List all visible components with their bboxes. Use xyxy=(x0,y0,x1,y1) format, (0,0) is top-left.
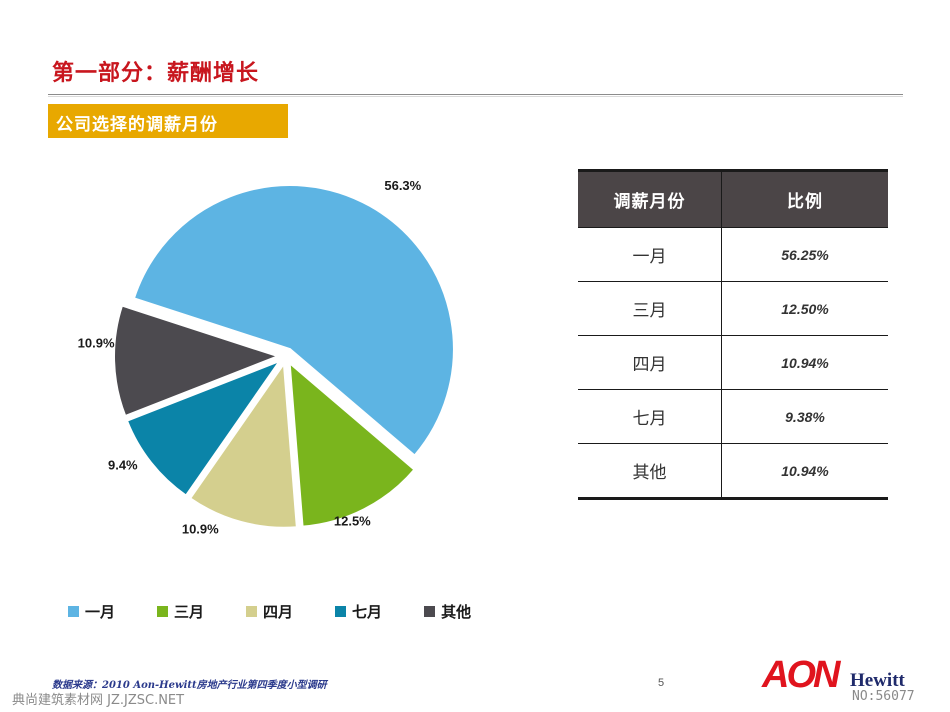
table-cell-month: 三月 xyxy=(578,281,722,336)
legend-label: 一月 xyxy=(85,602,116,621)
pie-chart: 56.3% 12.5% 10.9% 9.4% 10.9% xyxy=(78,178,455,536)
data-label: 56.3% xyxy=(384,178,421,193)
watermark-left: 典尚建筑素材网 JZ.JZSC.NET xyxy=(12,693,185,708)
data-label: 12.5% xyxy=(334,513,371,528)
table-cell-ratio: 56.25% xyxy=(721,227,888,282)
pie-slice xyxy=(132,184,455,457)
table-cell-month: 一月 xyxy=(578,227,722,282)
watermark-right: NO:56077 xyxy=(852,689,915,704)
legend-swatch xyxy=(424,605,436,617)
table-header-month: 调薪月份 xyxy=(578,170,722,228)
legend-swatch xyxy=(246,605,258,617)
subtitle-text: 公司选择的调薪月份 xyxy=(56,115,218,135)
table-cell-ratio: 10.94% xyxy=(721,335,888,390)
ratio-table: 调薪月份 比例 一月 56.25% 三月 12.50% 四月 10.94% 七月… xyxy=(578,169,888,500)
legend-item: 四月 xyxy=(246,601,293,622)
logo-aon-text: AON xyxy=(762,654,840,696)
pie-slice xyxy=(125,358,283,497)
legend-item: 七月 xyxy=(335,601,382,622)
table-row: 其他 10.94% xyxy=(578,443,888,499)
legend-label: 四月 xyxy=(263,602,294,621)
data-label: 10.9% xyxy=(78,336,115,351)
chart-legend: 一月 三月 四月 七月 其他 xyxy=(68,600,513,622)
table-cell-ratio: 12.50% xyxy=(721,281,888,336)
page-number: 5 xyxy=(658,677,665,689)
legend-label: 三月 xyxy=(174,602,205,621)
subtitle-banner: 公司选择的调薪月份 xyxy=(48,104,288,138)
table-row: 三月 12.50% xyxy=(578,281,888,336)
table-header-row: 调薪月份 比例 xyxy=(578,170,888,228)
legend-label: 七月 xyxy=(352,602,383,621)
table-row: 七月 9.38% xyxy=(578,389,888,444)
pie-slice xyxy=(113,304,281,418)
pie-labels: 56.3% 12.5% 10.9% 9.4% 10.9% xyxy=(78,178,422,536)
source-note: 数据来源：2010 Aon-Hewitt房地产行业第四季度小型调研 xyxy=(52,680,327,691)
table-cell-month: 四月 xyxy=(578,335,722,390)
table-row: 一月 56.25% xyxy=(578,227,888,282)
legend-item: 其他 xyxy=(424,601,471,622)
data-label: 9.4% xyxy=(108,458,138,473)
title-divider-shadow xyxy=(48,96,903,97)
legend-item: 三月 xyxy=(157,601,204,622)
table-header-ratio: 比例 xyxy=(721,170,888,228)
logo-hewitt-text: Hewitt xyxy=(850,670,905,691)
table-row: 四月 10.94% xyxy=(578,335,888,390)
legend-swatch xyxy=(157,605,169,617)
title-divider xyxy=(48,94,903,95)
pie-slices xyxy=(113,184,455,529)
table-cell-month: 七月 xyxy=(578,389,722,444)
legend-swatch xyxy=(68,605,79,617)
page-title: 第一部分：薪酬增长 xyxy=(52,60,260,86)
table-cell-month: 其他 xyxy=(578,443,722,499)
data-label: 10.9% xyxy=(182,521,219,536)
table-cell-ratio: 9.38% xyxy=(721,389,888,444)
pie-slice xyxy=(188,360,298,529)
table-cell-ratio: 10.94% xyxy=(721,443,888,499)
legend-item: 一月 xyxy=(68,601,115,622)
legend-swatch xyxy=(335,605,347,617)
aon-hewitt-logo: AON Hewitt xyxy=(762,654,912,696)
legend-label: 其他 xyxy=(441,602,472,621)
pie-slice xyxy=(288,360,416,528)
